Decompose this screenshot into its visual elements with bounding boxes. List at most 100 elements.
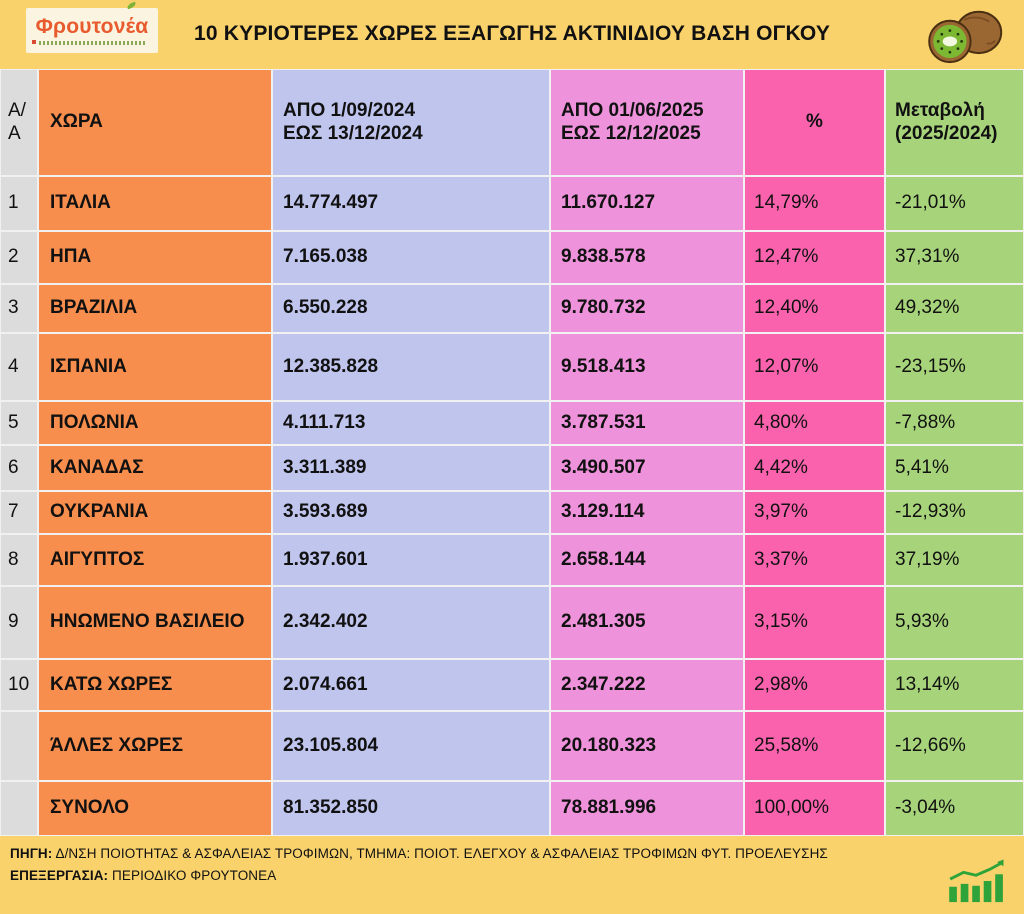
cell-period-2025: 2.347.222: [550, 659, 744, 711]
table-row: 6 ΚΑΝΑΔΑΣ 3.311.389 3.490.507 4,42% 5,41…: [0, 445, 1024, 491]
cell-share: 100,00%: [744, 781, 885, 836]
table-row: 1 ΙΤΑΛΙΑ 14.774.497 11.670.127 14,79% -2…: [0, 176, 1024, 231]
cell-share: 3,15%: [744, 586, 885, 659]
cell-index: [0, 711, 38, 781]
cell-period-2025: 3.129.114: [550, 491, 744, 534]
cell-share: 2,98%: [744, 659, 885, 711]
cell-index: 10: [0, 659, 38, 711]
table-row: 4 ΙΣΠΑΝΙΑ 12.385.828 9.518.413 12,07% -2…: [0, 333, 1024, 401]
cell-share: 12,47%: [744, 231, 885, 284]
cell-period-2024: 6.550.228: [272, 284, 550, 333]
cell-period-2024: 23.105.804: [272, 711, 550, 781]
cell-index: [0, 781, 38, 836]
header-band: Φρουτονέα 10 ΚΥΡΙΟΤΕΡΕΣ ΧΩΡΕΣ ΕΞΑΓΩΓΗΣ Α…: [0, 0, 1024, 71]
cell-change: 13,14%: [885, 659, 1024, 711]
cell-change: -21,01%: [885, 176, 1024, 231]
cell-share: 3,97%: [744, 491, 885, 534]
cell-index: 7: [0, 491, 38, 534]
table-row: ΆΛΛΕΣ ΧΩΡΕΣ 23.105.804 20.180.323 25,58%…: [0, 711, 1024, 781]
col-header-country: ΧΩΡΑ: [38, 69, 272, 176]
logo-tagline: [32, 40, 145, 45]
cell-change: -23,15%: [885, 333, 1024, 401]
cell-period-2025: 9.780.732: [550, 284, 744, 333]
cell-country: ΟΥΚΡΑΝΙΑ: [38, 491, 272, 534]
table-header-row: Α/Α ΧΩΡΑ ΑΠΟ 1/09/2024 ΕΩΣ 13/12/2024 ΑΠ…: [0, 69, 1024, 176]
cell-country: ΑΙΓΥΠΤΟΣ: [38, 534, 272, 586]
cell-share: 4,42%: [744, 445, 885, 491]
col-header-share: %: [744, 69, 885, 176]
cell-period-2024: 81.352.850: [272, 781, 550, 836]
cell-index: 3: [0, 284, 38, 333]
source-line: ΠΗΓΗ: Δ/ΝΣΗ ΠΟΙΟΤΗΤΑΣ & ΑΣΦΑΛΕΙΑΣ ΤΡΟΦΙΜ…: [10, 846, 1014, 861]
cell-country: ΆΛΛΕΣ ΧΩΡΕΣ: [38, 711, 272, 781]
cell-change: 37,31%: [885, 231, 1024, 284]
cell-change: 37,19%: [885, 534, 1024, 586]
cell-share: 3,37%: [744, 534, 885, 586]
cell-index: 5: [0, 401, 38, 445]
cell-period-2025: 9.838.578: [550, 231, 744, 284]
cell-index: 9: [0, 586, 38, 659]
col-header-period-2024: ΑΠΟ 1/09/2024 ΕΩΣ 13/12/2024: [272, 69, 550, 176]
cell-country: ΚΑΝΑΔΑΣ: [38, 445, 272, 491]
cell-change: -3,04%: [885, 781, 1024, 836]
cell-share: 14,79%: [744, 176, 885, 231]
processing-label: ΕΠΕΞΕΡΓΑΣΙΑ:: [10, 868, 109, 883]
cell-index: 6: [0, 445, 38, 491]
cell-period-2024: 12.385.828: [272, 333, 550, 401]
col-header-index: Α/Α: [0, 69, 38, 176]
cell-period-2024: 7.165.038: [272, 231, 550, 284]
table-row: 9 ΗΝΩΜΕΝΟ ΒΑΣΙΛΕΙΟ 2.342.402 2.481.305 3…: [0, 586, 1024, 659]
col-header-change: Μεταβολή (2025/2024): [885, 69, 1024, 176]
cell-period-2025: 3.787.531: [550, 401, 744, 445]
cell-period-2024: 1.937.601: [272, 534, 550, 586]
cell-country: ΗΝΩΜΕΝΟ ΒΑΣΙΛΕΙΟ: [38, 586, 272, 659]
cell-country: ΣΥΝΟΛΟ: [38, 781, 272, 836]
cell-period-2024: 2.074.661: [272, 659, 550, 711]
cell-index: 2: [0, 231, 38, 284]
cell-index: 4: [0, 333, 38, 401]
cell-period-2024: 3.593.689: [272, 491, 550, 534]
logo-leaf-icon: [126, 1, 137, 10]
cell-index: 1: [0, 176, 38, 231]
table-row: 2 ΗΠΑ 7.165.038 9.838.578 12,47% 37,31%: [0, 231, 1024, 284]
cell-country: ΙΣΠΑΝΙΑ: [38, 333, 272, 401]
cell-period-2025: 11.670.127: [550, 176, 744, 231]
cell-period-2025: 3.490.507: [550, 445, 744, 491]
page-title: 10 ΚΥΡΙΟΤΕΡΕΣ ΧΩΡΕΣ ΕΞΑΓΩΓΗΣ ΑΚΤΙΝΙΔΙΟΥ …: [193, 22, 831, 45]
cell-change: 5,93%: [885, 586, 1024, 659]
source-text: Δ/ΝΣΗ ΠΟΙΟΤΗΤΑΣ & ΑΣΦΑΛΕΙΑΣ ΤΡΟΦΙΜΩΝ, ΤΜ…: [52, 846, 828, 861]
cell-index: 8: [0, 534, 38, 586]
table-row: 5 ΠΟΛΩΝΙΑ 4.111.713 3.787.531 4,80% -7,8…: [0, 401, 1024, 445]
cell-share: 12,40%: [744, 284, 885, 333]
processing-line: ΕΠΕΞΕΡΓΑΣΙΑ: ΠΕΡΙΟΔΙΚΟ ΦΡΟΥΤΟΝΕΑ: [10, 868, 1014, 883]
processing-text: ΠΕΡΙΟΔΙΚΟ ΦΡΟΥΤΟΝΕΑ: [108, 868, 277, 883]
growth-bar-chart-icon: [949, 859, 1004, 903]
cell-share: 25,58%: [744, 711, 885, 781]
export-table: Α/Α ΧΩΡΑ ΑΠΟ 1/09/2024 ΕΩΣ 13/12/2024 ΑΠ…: [0, 69, 1024, 836]
kiwi-fruit-icon: [928, 10, 1003, 64]
table-row: 8 ΑΙΓΥΠΤΟΣ 1.937.601 2.658.144 3,37% 37,…: [0, 534, 1024, 586]
cell-period-2024: 4.111.713: [272, 401, 550, 445]
cell-period-2024: 2.342.402: [272, 586, 550, 659]
cell-change: 49,32%: [885, 284, 1024, 333]
cell-period-2024: 3.311.389: [272, 445, 550, 491]
cell-country: ΙΤΑΛΙΑ: [38, 176, 272, 231]
froutonea-logo: Φρουτονέα: [26, 1, 158, 53]
footer-band: ΠΗΓΗ: Δ/ΝΣΗ ΠΟΙΟΤΗΤΑΣ & ΑΣΦΑΛΕΙΑΣ ΤΡΟΦΙΜ…: [0, 838, 1024, 914]
cell-period-2025: 20.180.323: [550, 711, 744, 781]
table-row: 7 ΟΥΚΡΑΝΙΑ 3.593.689 3.129.114 3,97% -12…: [0, 491, 1024, 534]
cell-change: 5,41%: [885, 445, 1024, 491]
cell-change: -12,93%: [885, 491, 1024, 534]
cell-period-2025: 2.658.144: [550, 534, 744, 586]
cell-share: 12,07%: [744, 333, 885, 401]
logo-text: Φρουτονέα: [35, 15, 149, 38]
cell-country: ΒΡΑΖΙΛΙΑ: [38, 284, 272, 333]
cell-change: -7,88%: [885, 401, 1024, 445]
cell-period-2025: 2.481.305: [550, 586, 744, 659]
table-row: ΣΥΝΟΛΟ 81.352.850 78.881.996 100,00% -3,…: [0, 781, 1024, 836]
cell-country: ΚΑΤΩ ΧΩΡΕΣ: [38, 659, 272, 711]
cell-period-2025: 78.881.996: [550, 781, 744, 836]
cell-country: ΠΟΛΩΝΙΑ: [38, 401, 272, 445]
cell-period-2024: 14.774.497: [272, 176, 550, 231]
